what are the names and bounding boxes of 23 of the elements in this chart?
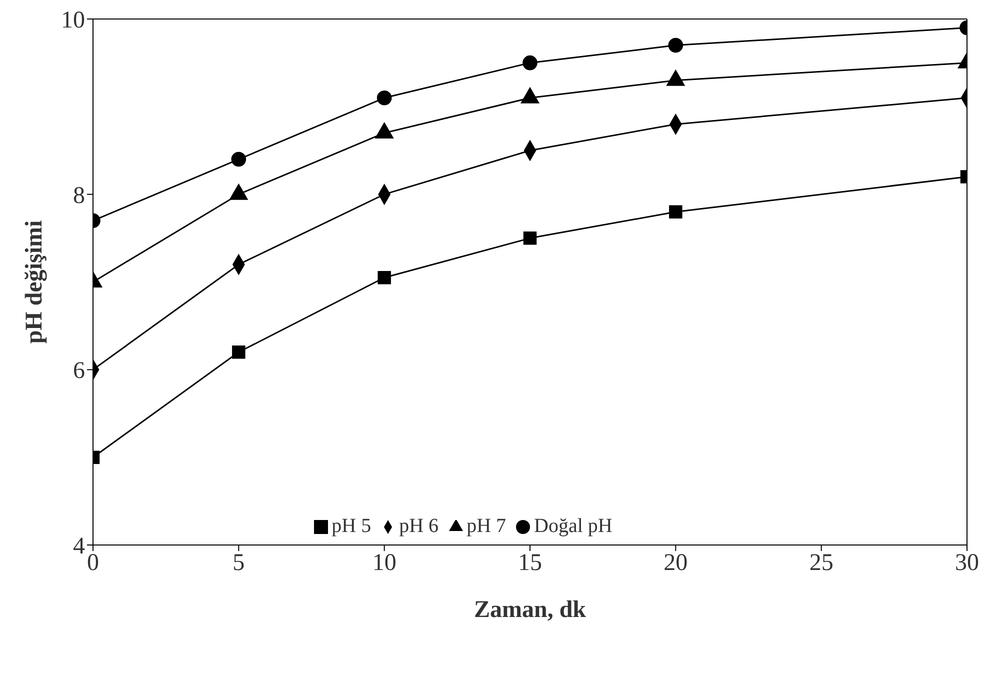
point: [378, 270, 391, 284]
point: [523, 232, 537, 245]
y-axis-title: pH değişimi: [22, 220, 48, 344]
x-tick-label: 5: [232, 550, 245, 576]
point: [669, 205, 682, 218]
point: [522, 55, 538, 70]
legend-label: pH 7: [466, 515, 506, 537]
legend-label: pH 5: [332, 515, 372, 537]
x-axis-title: Zaman, dk: [474, 597, 587, 624]
legend-label: pH 6: [399, 515, 439, 537]
legend-label: Doğal pH: [534, 515, 612, 537]
y-tick-label: 4: [73, 534, 85, 560]
y-tick-label: 8: [73, 182, 85, 209]
x-tick-label: 25: [809, 550, 834, 576]
x-tick-label: 0: [87, 550, 99, 576]
point: [376, 90, 392, 106]
x-tick-label: 10: [372, 550, 396, 576]
x-tick-label: 15: [518, 550, 542, 576]
y-tick-label: 6: [73, 358, 85, 384]
x-tick-label: 30: [955, 550, 979, 576]
y-tick-label: 10: [61, 8, 85, 34]
x-tick-label: 20: [664, 550, 688, 576]
point: [668, 38, 684, 53]
